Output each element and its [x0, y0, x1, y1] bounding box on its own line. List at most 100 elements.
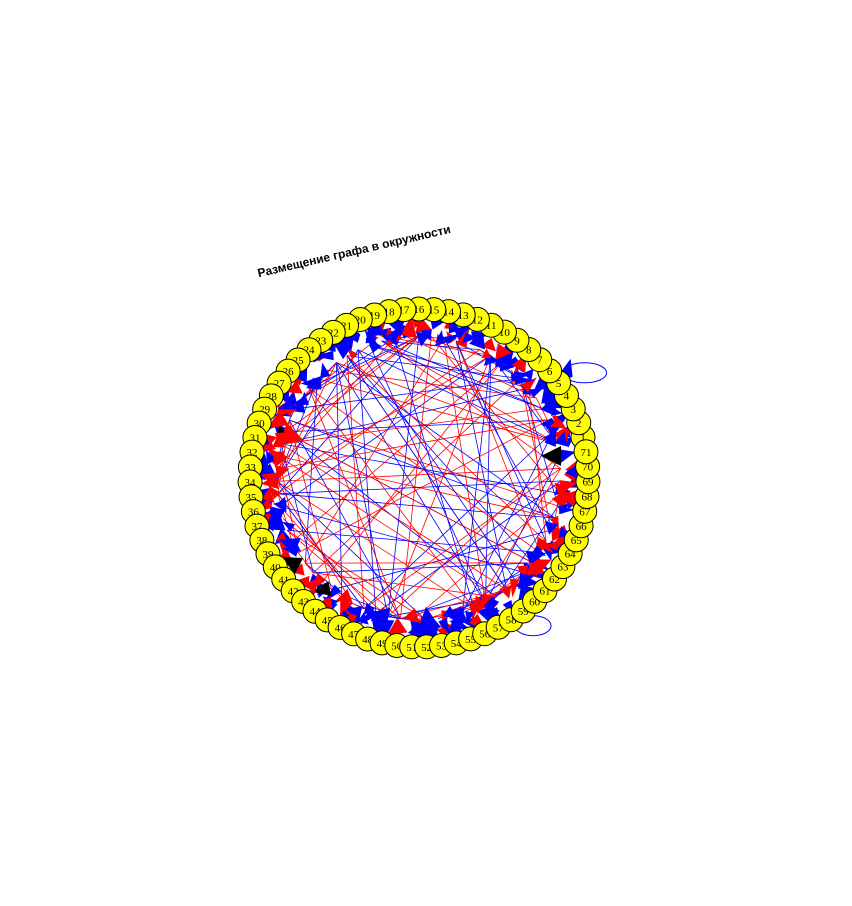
graph-edge [400, 572, 526, 620]
graph-edge [279, 505, 377, 614]
arrowhead [462, 332, 477, 344]
arrowhead [557, 503, 571, 514]
node-label: 67 [579, 506, 591, 518]
arrowhead [299, 391, 310, 405]
graph-edge [279, 355, 492, 507]
arrowhead [410, 620, 420, 634]
node-label: 57 [493, 622, 505, 634]
graph-edge [277, 493, 556, 519]
arrowhead [442, 605, 458, 619]
graph-edge [369, 344, 486, 604]
graph-edge [369, 344, 544, 410]
node-label: 59 [518, 606, 530, 618]
graph-edge [346, 355, 547, 542]
node-label: 37 [251, 521, 263, 533]
node-label: 4 [564, 391, 570, 403]
arrowhead [420, 329, 432, 341]
graph-edge [496, 505, 559, 598]
graph-edge [443, 338, 486, 604]
graph-edge [280, 443, 507, 591]
arrowhead [438, 617, 451, 636]
graph-edge [288, 420, 333, 591]
node-label: 31 [249, 432, 260, 444]
page-title: Размещение графа в окружности [256, 222, 452, 280]
node-label: 27 [274, 378, 286, 390]
node-label: 70 [582, 462, 594, 474]
node-label: 68 [581, 491, 593, 503]
node-label: 22 [328, 327, 339, 339]
graph-edge [279, 505, 526, 573]
arrowhead [544, 521, 559, 535]
node-label: 49 [377, 638, 389, 650]
graph-edge [281, 408, 543, 445]
arrowhead [313, 350, 334, 361]
node-label: 9 [514, 335, 520, 347]
node-label: 1 [580, 432, 586, 444]
node-label: 38 [256, 535, 268, 547]
arrowhead [272, 499, 287, 509]
graph-edge [381, 340, 544, 410]
node-label: 6 [547, 366, 553, 378]
graph-edge [289, 419, 559, 507]
graph-edge [473, 468, 562, 610]
node-label: 33 [245, 462, 257, 474]
arrowhead [403, 608, 421, 626]
arrowhead [549, 418, 567, 430]
arrowhead [286, 390, 298, 405]
graph-edge [277, 349, 480, 495]
node-label: 61 [540, 586, 551, 598]
arrowhead [534, 373, 550, 390]
node-label: 41 [278, 574, 289, 586]
arrowhead [520, 377, 537, 393]
graph-edge [528, 387, 547, 542]
arrowhead [529, 387, 544, 398]
node-label: 50 [391, 641, 403, 653]
arrowhead [547, 427, 560, 438]
graph-edge [313, 378, 521, 574]
arrowhead [465, 610, 475, 625]
node-label: 7 [537, 355, 543, 367]
arrowhead [499, 585, 512, 599]
arrowhead [565, 465, 578, 479]
node-label: 15 [428, 305, 440, 317]
node-label: 39 [262, 549, 274, 561]
graph-edge [286, 529, 426, 621]
node-label: 19 [369, 310, 381, 322]
arrowhead [509, 578, 520, 598]
arrowhead [306, 377, 318, 390]
graph-edge [400, 589, 507, 620]
node-label: 32 [246, 447, 257, 459]
arrowhead [282, 521, 296, 532]
graph-edge [276, 481, 354, 604]
node-label: 29 [259, 404, 271, 416]
node-label: 71 [580, 447, 591, 459]
node-label: 47 [348, 629, 360, 641]
graph-edge [308, 388, 401, 619]
arrowhead [357, 612, 369, 625]
arrowhead [335, 588, 353, 603]
arrowhead [364, 328, 378, 349]
graph-edge [277, 480, 561, 495]
node-label: 21 [341, 320, 352, 332]
node-label: 52 [421, 642, 432, 654]
arrowhead [435, 329, 444, 344]
node-label: 3 [570, 404, 576, 416]
graph-edge [357, 349, 557, 445]
graph-node: 71 [573, 439, 599, 465]
graph-edge [277, 493, 365, 610]
graph-edge [346, 355, 534, 564]
node-label: 12 [472, 314, 483, 326]
graph-edge [363, 468, 561, 610]
graph-edge [276, 362, 337, 482]
node-label: 51 [406, 642, 417, 654]
node-label: 18 [384, 307, 396, 319]
graph-edge [520, 378, 559, 507]
arrowhead [455, 328, 469, 349]
arrowhead [553, 431, 568, 447]
arrowhead [386, 617, 408, 636]
arrowhead [444, 333, 462, 345]
node-label: 64 [565, 549, 577, 561]
node-label: 44 [310, 606, 322, 618]
graph-edge [276, 378, 318, 482]
